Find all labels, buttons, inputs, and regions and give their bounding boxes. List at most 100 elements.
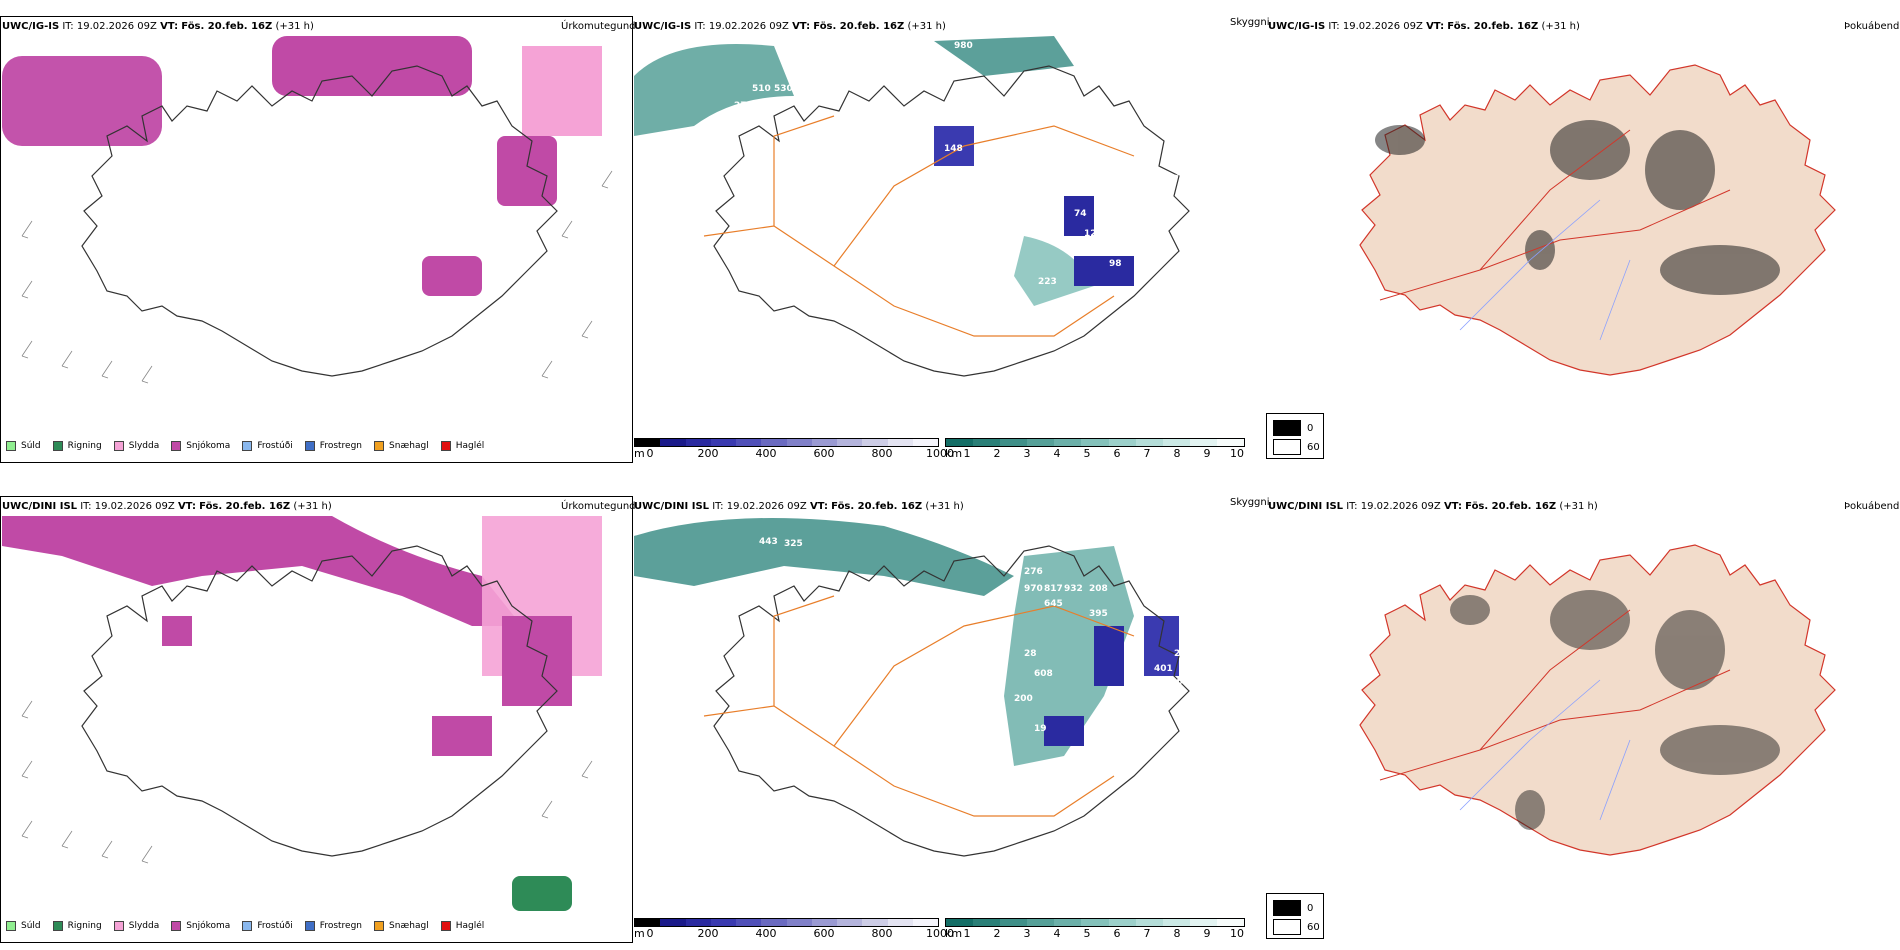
colorbar-segment <box>862 919 888 926</box>
precip-title: Úrkomutegund <box>561 21 636 32</box>
fog-areas <box>1375 120 1780 295</box>
svg-text:206: 206 <box>1164 677 1183 687</box>
precip-header: UWC/DINI ISL IT: 19.02.2026 09Z VT: Fös.… <box>2 501 332 512</box>
colorbar-segment <box>761 439 787 446</box>
colorbar-tick: 6 <box>1113 927 1121 940</box>
colorbar-segment <box>1135 439 1163 446</box>
ceiling-area-2 <box>1144 616 1179 676</box>
svg-text:13: 13 <box>1054 189 1067 199</box>
svg-text:98: 98 <box>1109 259 1122 269</box>
colorbar-tick: 800 <box>871 447 893 460</box>
svg-text:254: 254 <box>1174 649 1193 659</box>
ceiling-area-3 <box>1044 716 1084 746</box>
colorbar-segment <box>1108 439 1136 446</box>
colorbar-segment <box>912 439 938 446</box>
colorbar-tick: 6 <box>1113 447 1121 460</box>
colorbar-tick: 4 <box>1053 927 1061 940</box>
svg-text:443: 443 <box>759 537 778 547</box>
svg-text:42: 42 <box>1054 169 1067 179</box>
colorbar-segment <box>1216 919 1245 926</box>
svg-text:31: 31 <box>1144 677 1157 687</box>
colorbar-segment <box>1054 919 1082 926</box>
legend-item-hail: Haglél <box>440 921 484 931</box>
colorbar-segment <box>710 919 736 926</box>
svg-text:73: 73 <box>1154 549 1167 559</box>
colorbar-segment <box>912 919 938 926</box>
svg-text:111: 111 <box>1189 649 1208 659</box>
colorbar-tick: 400 <box>755 447 777 460</box>
colorbar-tick: 0 <box>646 447 654 460</box>
colorbar-segment <box>635 919 661 926</box>
colorbar-segment <box>811 439 837 446</box>
rivers <box>1459 199 1631 341</box>
svg-text:28: 28 <box>1024 649 1037 659</box>
colorbar-segment <box>973 919 1001 926</box>
vis-area-nw <box>634 44 794 136</box>
svg-text:208: 208 <box>1089 584 1108 594</box>
vis-title: Skyggni <box>1230 497 1270 508</box>
vis-area-n <box>934 36 1074 76</box>
vis-header: UWC/IG-IS IT: 19.02.2026 09Z VT: Fös. 20… <box>634 21 946 32</box>
precip-header: UWC/IG-IS IT: 19.02.2026 09Z VT: Fös. 20… <box>2 21 314 32</box>
legend-item-freezing-drizzle: Frostúði <box>242 921 293 931</box>
colorbar-tick: 7 <box>1143 927 1151 940</box>
colorbar-segment <box>736 919 762 926</box>
legend-item-rain: Rigning <box>52 921 102 931</box>
snow-area-nw <box>2 56 162 146</box>
svg-text:510: 510 <box>752 84 771 94</box>
svg-text:401: 401 <box>1154 664 1173 674</box>
colorbar-segment <box>1027 919 1055 926</box>
svg-text:200: 200 <box>1014 694 1033 704</box>
colorbar-segment <box>1135 919 1163 926</box>
legend-item-graupel: Snæhagl <box>374 921 429 931</box>
svg-text:61: 61 <box>1094 127 1107 137</box>
svg-text:74: 74 <box>1074 209 1087 219</box>
vis-map: 443 325 400 276 970 817 932 208 645 395 … <box>634 518 1208 857</box>
road-network <box>703 595 1135 817</box>
colorbar-tick: 3 <box>1023 447 1031 460</box>
ceiling-unit: m <box>634 927 645 940</box>
snow-area-e <box>502 616 572 706</box>
roads <box>1379 129 1731 301</box>
snow-area-ne <box>497 136 557 206</box>
precip-title: Úrkomutegund <box>561 501 636 512</box>
fog-map <box>1359 64 1836 376</box>
svg-text:400: 400 <box>809 624 828 634</box>
svg-text:276: 276 <box>1024 567 1043 577</box>
colorbar-segment <box>811 919 837 926</box>
vis-area-north <box>634 518 1014 596</box>
colorbar-segment <box>1162 919 1190 926</box>
colorbar-tick: 8 <box>1173 447 1181 460</box>
vis-area-e <box>1014 236 1094 306</box>
svg-text:130: 130 <box>1114 729 1133 739</box>
road-network <box>703 115 1135 337</box>
vis-title: Skyggni <box>1230 17 1270 28</box>
precip-map <box>2 36 613 384</box>
fog-header: UWC/IG-IS IT: 19.02.2026 09Z VT: Fös. 20… <box>1268 21 1580 32</box>
svg-text:970: 970 <box>1024 584 1043 594</box>
ceiling-area-2 <box>1064 196 1094 236</box>
ceiling-area-1 <box>1094 626 1124 686</box>
colorbar-segment <box>786 439 812 446</box>
colorbar-segment <box>1081 439 1109 446</box>
colorbar-segment <box>862 439 888 446</box>
iceland-fill <box>1359 64 1836 376</box>
colorbar-tick: 9 <box>1203 927 1211 940</box>
colorbar-segment <box>1108 919 1136 926</box>
colorbar-tick: 1 <box>963 447 971 460</box>
legend-item-freezing-rain: Frostregn <box>304 441 362 451</box>
colorbar-segment <box>837 439 863 446</box>
colorbar-tick: 400 <box>755 927 777 940</box>
svg-text:608: 608 <box>1034 669 1053 679</box>
colorbar-segment <box>761 919 787 926</box>
row-1: UWC/IG-IS IT: 19.02.2026 09Z VT: Fös. 20… <box>0 0 1900 470</box>
snow-area-w <box>162 616 192 646</box>
rain-area-se <box>512 876 572 911</box>
legend-item-sleet: Slydda <box>113 441 159 451</box>
colorbar-tick: 2 <box>993 927 1001 940</box>
precip-map-frame <box>0 496 633 943</box>
svg-text:980: 980 <box>954 41 973 51</box>
svg-text:273: 273 <box>734 101 753 111</box>
legend-item-sleet: Slydda <box>113 921 159 931</box>
svg-text:98: 98 <box>1174 169 1187 179</box>
